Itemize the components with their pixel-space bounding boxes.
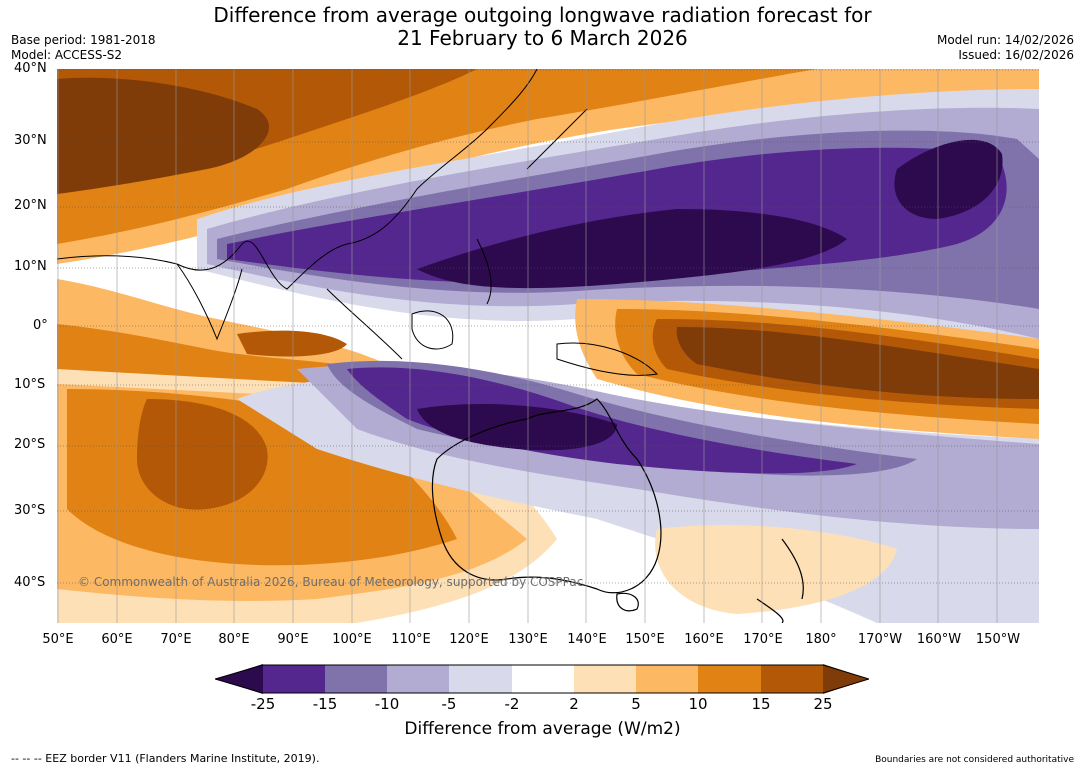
colorbar-tick-neg5: -5: [441, 695, 457, 713]
eez-border-note: -- -- -- EEZ border V11 (Flanders Marine…: [11, 752, 320, 765]
colorbar-tick-neg15: -15: [312, 695, 338, 713]
colorbar-tick-neg2: -2: [504, 695, 520, 713]
colorbar-swatch-5-2: [449, 665, 512, 693]
lon-label-70e: 70°E: [160, 632, 192, 647]
meta-left: Base period: 1981-2018 Model: ACCESS-S2: [11, 33, 156, 63]
colorbar-swatch-2-5: [574, 665, 636, 693]
anomaly-region-tibet: [57, 77, 269, 194]
lat-label-30s: 30°S: [14, 503, 46, 518]
lon-label-80e: 80°E: [218, 632, 250, 647]
philippines-coastline: [476, 238, 492, 305]
anomaly-region-north-negative-core: [417, 209, 847, 289]
lon-label-150e: 150°E: [625, 632, 665, 647]
new-zealand-coastline: [756, 538, 804, 623]
olr-anomaly-map: [57, 69, 1039, 623]
issued-date: Issued: 16/02/2026: [958, 48, 1074, 62]
anomaly-region-sumatra: [237, 330, 347, 357]
lon-label-100e: 100°E: [332, 632, 372, 647]
model-run: Model run: 14/02/2026: [936, 33, 1074, 47]
sumatra-coastline: [326, 288, 403, 360]
colorbar-swatch-2-2: [512, 665, 574, 693]
borneo-coastline: [411, 310, 454, 350]
colorbar-swatch-5-10: [636, 665, 698, 693]
new-guinea-coastline: [556, 342, 659, 376]
lon-label-170e: 170°E: [743, 632, 783, 647]
colorbar-tick-neg25: -25: [250, 695, 276, 713]
colorbar: [215, 664, 869, 694]
colorbar-swatch-10-15: [698, 665, 761, 693]
lon-label-130e: 130°E: [508, 632, 548, 647]
anomaly-region-west-indian-strong: [57, 324, 367, 389]
anomaly-region-pacific-core: [676, 327, 1039, 399]
longitude-gridlines: [57, 69, 998, 623]
boundaries-disclaimer: Boundaries are not considered authoritat…: [875, 755, 1074, 765]
model-name: Model: ACCESS-S2: [11, 48, 123, 62]
colorbar-label: Difference from average (W/m2): [404, 719, 681, 739]
copyright-notice: © Commonwealth of Australia 2026, Bureau…: [78, 575, 584, 589]
lat-label-20s: 20°S: [14, 437, 46, 452]
title-line-1: Difference from average outgoing longwav…: [213, 3, 872, 27]
lon-label-150w: 150°W: [975, 632, 1021, 647]
lon-label-120e: 120°E: [449, 632, 489, 647]
anomaly-region-south-indian-core: [137, 399, 268, 510]
lat-label-40n: 40°N: [14, 61, 47, 76]
anomaly-region-hawaii-core: [894, 139, 1003, 219]
colorbar-outline: [215, 664, 869, 694]
lon-label-160e: 160°E: [684, 632, 724, 647]
lat-label-40s: 40°S: [14, 575, 46, 590]
japan-coastline: [526, 108, 588, 170]
tasmania-coastline: [616, 592, 639, 612]
colorbar-tick-15: 15: [751, 695, 771, 713]
base-period: Base period: 1981-2018: [11, 33, 156, 47]
lat-label-10s: 10°S: [14, 377, 46, 392]
meta-right: Model run: 14/02/2026 Issued: 16/02/2026: [937, 33, 1074, 63]
lat-label-0: 0°: [33, 318, 48, 333]
colorbar-swatch-10-5: [387, 665, 449, 693]
india-coastline: [176, 263, 243, 341]
title-line-2: 21 February to 6 March 2026: [397, 26, 688, 50]
colorbar-tick-2: 2: [569, 695, 579, 713]
lat-label-30n: 30°N: [14, 133, 47, 148]
colorbar-tick-neg10: -10: [374, 695, 400, 713]
lon-label-50e: 50°E: [42, 632, 74, 647]
lon-label-60e: 60°E: [101, 632, 133, 647]
australia-coastline: [431, 398, 662, 594]
colorbar-tick-10: 10: [688, 695, 708, 713]
lon-label-90e: 90°E: [277, 632, 309, 647]
lon-label-170w: 170°W: [857, 632, 903, 647]
lon-label-180: 180°: [805, 632, 837, 647]
lat-label-10n: 10°N: [14, 259, 47, 274]
colorbar-tick-5: 5: [631, 695, 641, 713]
lon-label-140e: 140°E: [567, 632, 607, 647]
anomaly-region-nz: [655, 525, 897, 614]
lat-label-20n: 20°N: [14, 198, 47, 213]
map-title: Difference from average outgoing longwav…: [0, 4, 1085, 50]
colorbar-tick-25: 25: [813, 695, 833, 713]
colorbar-swatch-25-15: [263, 665, 325, 693]
colorbar-swatch-15-25: [761, 665, 823, 693]
colorbar-swatch-above-25: [823, 664, 869, 694]
colorbar-swatch-15-10: [325, 665, 387, 693]
colorbar-swatch-below-25: [215, 664, 263, 694]
lon-label-110e: 110°E: [391, 632, 431, 647]
lon-label-160w: 160°W: [916, 632, 962, 647]
